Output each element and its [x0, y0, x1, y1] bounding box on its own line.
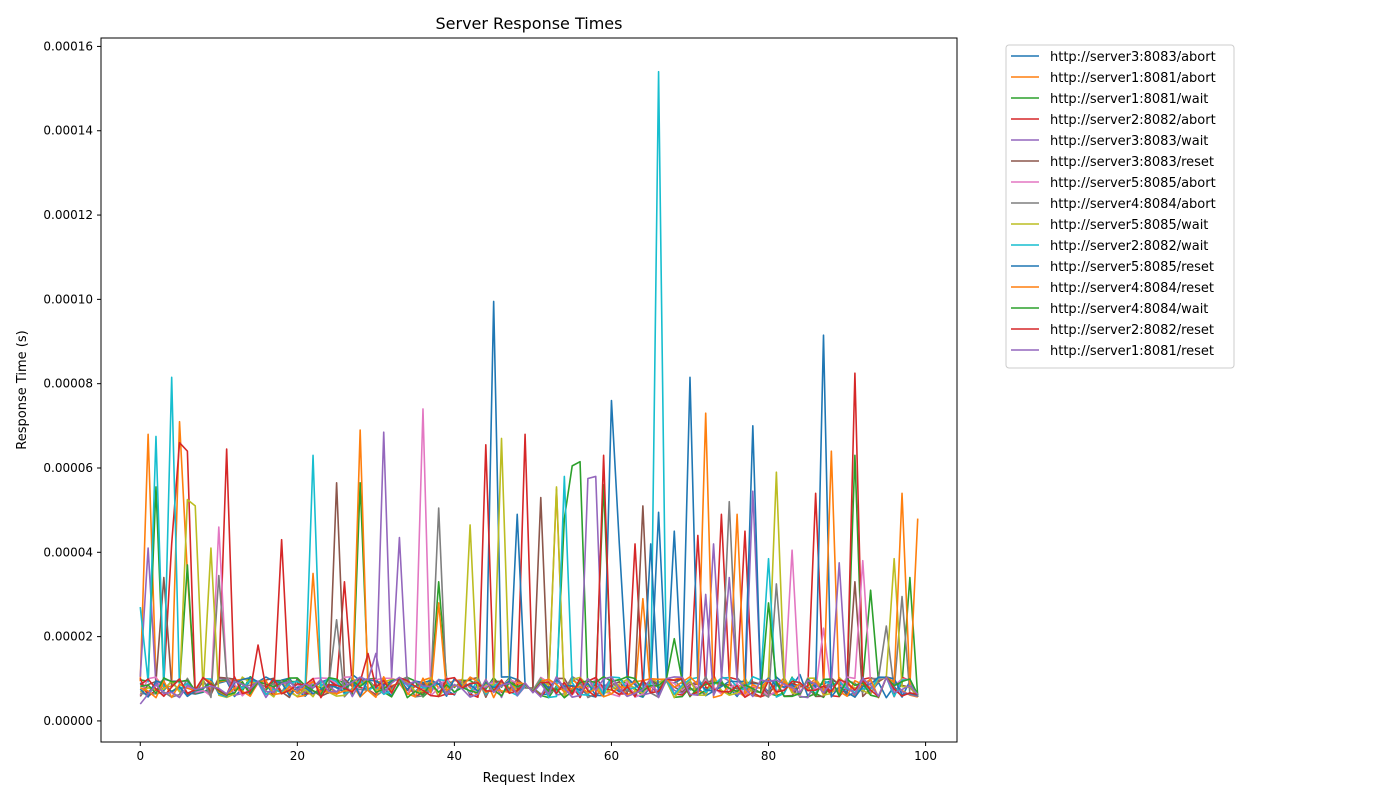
- y-tick-label: 0.00016: [43, 39, 93, 53]
- legend-label: http://server5:8085/abort: [1050, 176, 1216, 191]
- legend-item: http://server2:8082/abort: [1011, 113, 1216, 128]
- chart-title: Server Response Times: [436, 14, 623, 33]
- legend-item: http://server3:8083/reset: [1011, 155, 1214, 170]
- legend-box: [1005, 44, 1235, 369]
- legend-label: http://server1:8081/wait: [1050, 92, 1208, 107]
- legend-item: http://server2:8082/wait: [1011, 239, 1208, 254]
- legend-label: http://server3:8083/wait: [1050, 134, 1208, 149]
- y-tick-label: 0.00004: [43, 545, 93, 559]
- legend-item: http://server4:8084/reset: [1011, 281, 1214, 296]
- legend-label: http://server4:8084/abort: [1050, 197, 1216, 212]
- y-axis: 0.00000 0.00002 0.00004 0.00006 0.00008 0.000…: [43, 39, 101, 728]
- series-line: [139, 562, 919, 705]
- legend-label: http://server2:8082/reset: [1050, 323, 1214, 338]
- x-axis: 0 20 40 60 80 100: [136, 742, 937, 763]
- legend-label: http://server4:8084/wait: [1050, 302, 1208, 317]
- plot-area: [100, 37, 958, 743]
- legend-item: http://server1:8081/wait: [1011, 92, 1208, 107]
- legend-label: http://server4:8084/reset: [1050, 281, 1214, 296]
- y-tick-label: 0.00000: [43, 714, 93, 728]
- legend-label: http://server1:8081/abort: [1050, 71, 1216, 86]
- x-tick-label: 0: [136, 749, 144, 763]
- y-tick-label: 0.00014: [43, 124, 93, 138]
- series-line: [139, 70, 919, 699]
- x-tick-label: 20: [290, 749, 305, 763]
- legend-label: http://server1:8081/reset: [1050, 344, 1214, 359]
- legend-item: http://server5:8085/reset: [1011, 260, 1214, 275]
- x-tick-label: 100: [914, 749, 937, 763]
- series-lines: [139, 70, 919, 705]
- x-tick-label: 60: [604, 749, 619, 763]
- legend-item: http://server3:8083/abort: [1011, 50, 1216, 65]
- legend-item: http://server5:8085/wait: [1011, 218, 1208, 233]
- legend-label: http://server5:8085/reset: [1050, 260, 1214, 275]
- series-line: [139, 334, 918, 698]
- x-axis-label: Request Index: [483, 771, 576, 786]
- legend-item: http://server1:8081/abort: [1011, 71, 1216, 86]
- legend-label: http://server2:8082/abort: [1050, 113, 1216, 128]
- x-tick-label: 80: [761, 749, 776, 763]
- legend-item: http://server2:8082/reset: [1011, 323, 1214, 338]
- legend-label: http://server2:8082/wait: [1050, 239, 1208, 254]
- legend: http://server3:8083/abort http://server1:…: [1005, 44, 1235, 369]
- legend-item: http://server3:8083/wait: [1011, 134, 1208, 149]
- y-tick-label: 0.00008: [43, 377, 93, 391]
- y-tick-label: 0.00012: [43, 208, 93, 222]
- legend-item: http://server4:8084/wait: [1011, 302, 1208, 317]
- legend-label: http://server3:8083/reset: [1050, 155, 1214, 170]
- series-line: [140, 500, 918, 699]
- legend-item: http://server1:8081/reset: [1011, 344, 1214, 359]
- x-tick-label: 40: [447, 749, 462, 763]
- series-line: [139, 481, 919, 699]
- y-tick-label: 0.00010: [43, 292, 93, 306]
- legend-item: http://server5:8085/abort: [1011, 176, 1216, 191]
- legend-item: http://server4:8084/abort: [1011, 197, 1216, 212]
- y-tick-label: 0.00002: [43, 630, 93, 644]
- legend-label: http://server5:8085/wait: [1050, 218, 1208, 233]
- y-tick-label: 0.00006: [43, 461, 93, 475]
- legend-label: http://server3:8083/abort: [1050, 50, 1216, 65]
- y-axis-label: Response Time (s): [15, 330, 30, 449]
- series-line: [139, 300, 919, 699]
